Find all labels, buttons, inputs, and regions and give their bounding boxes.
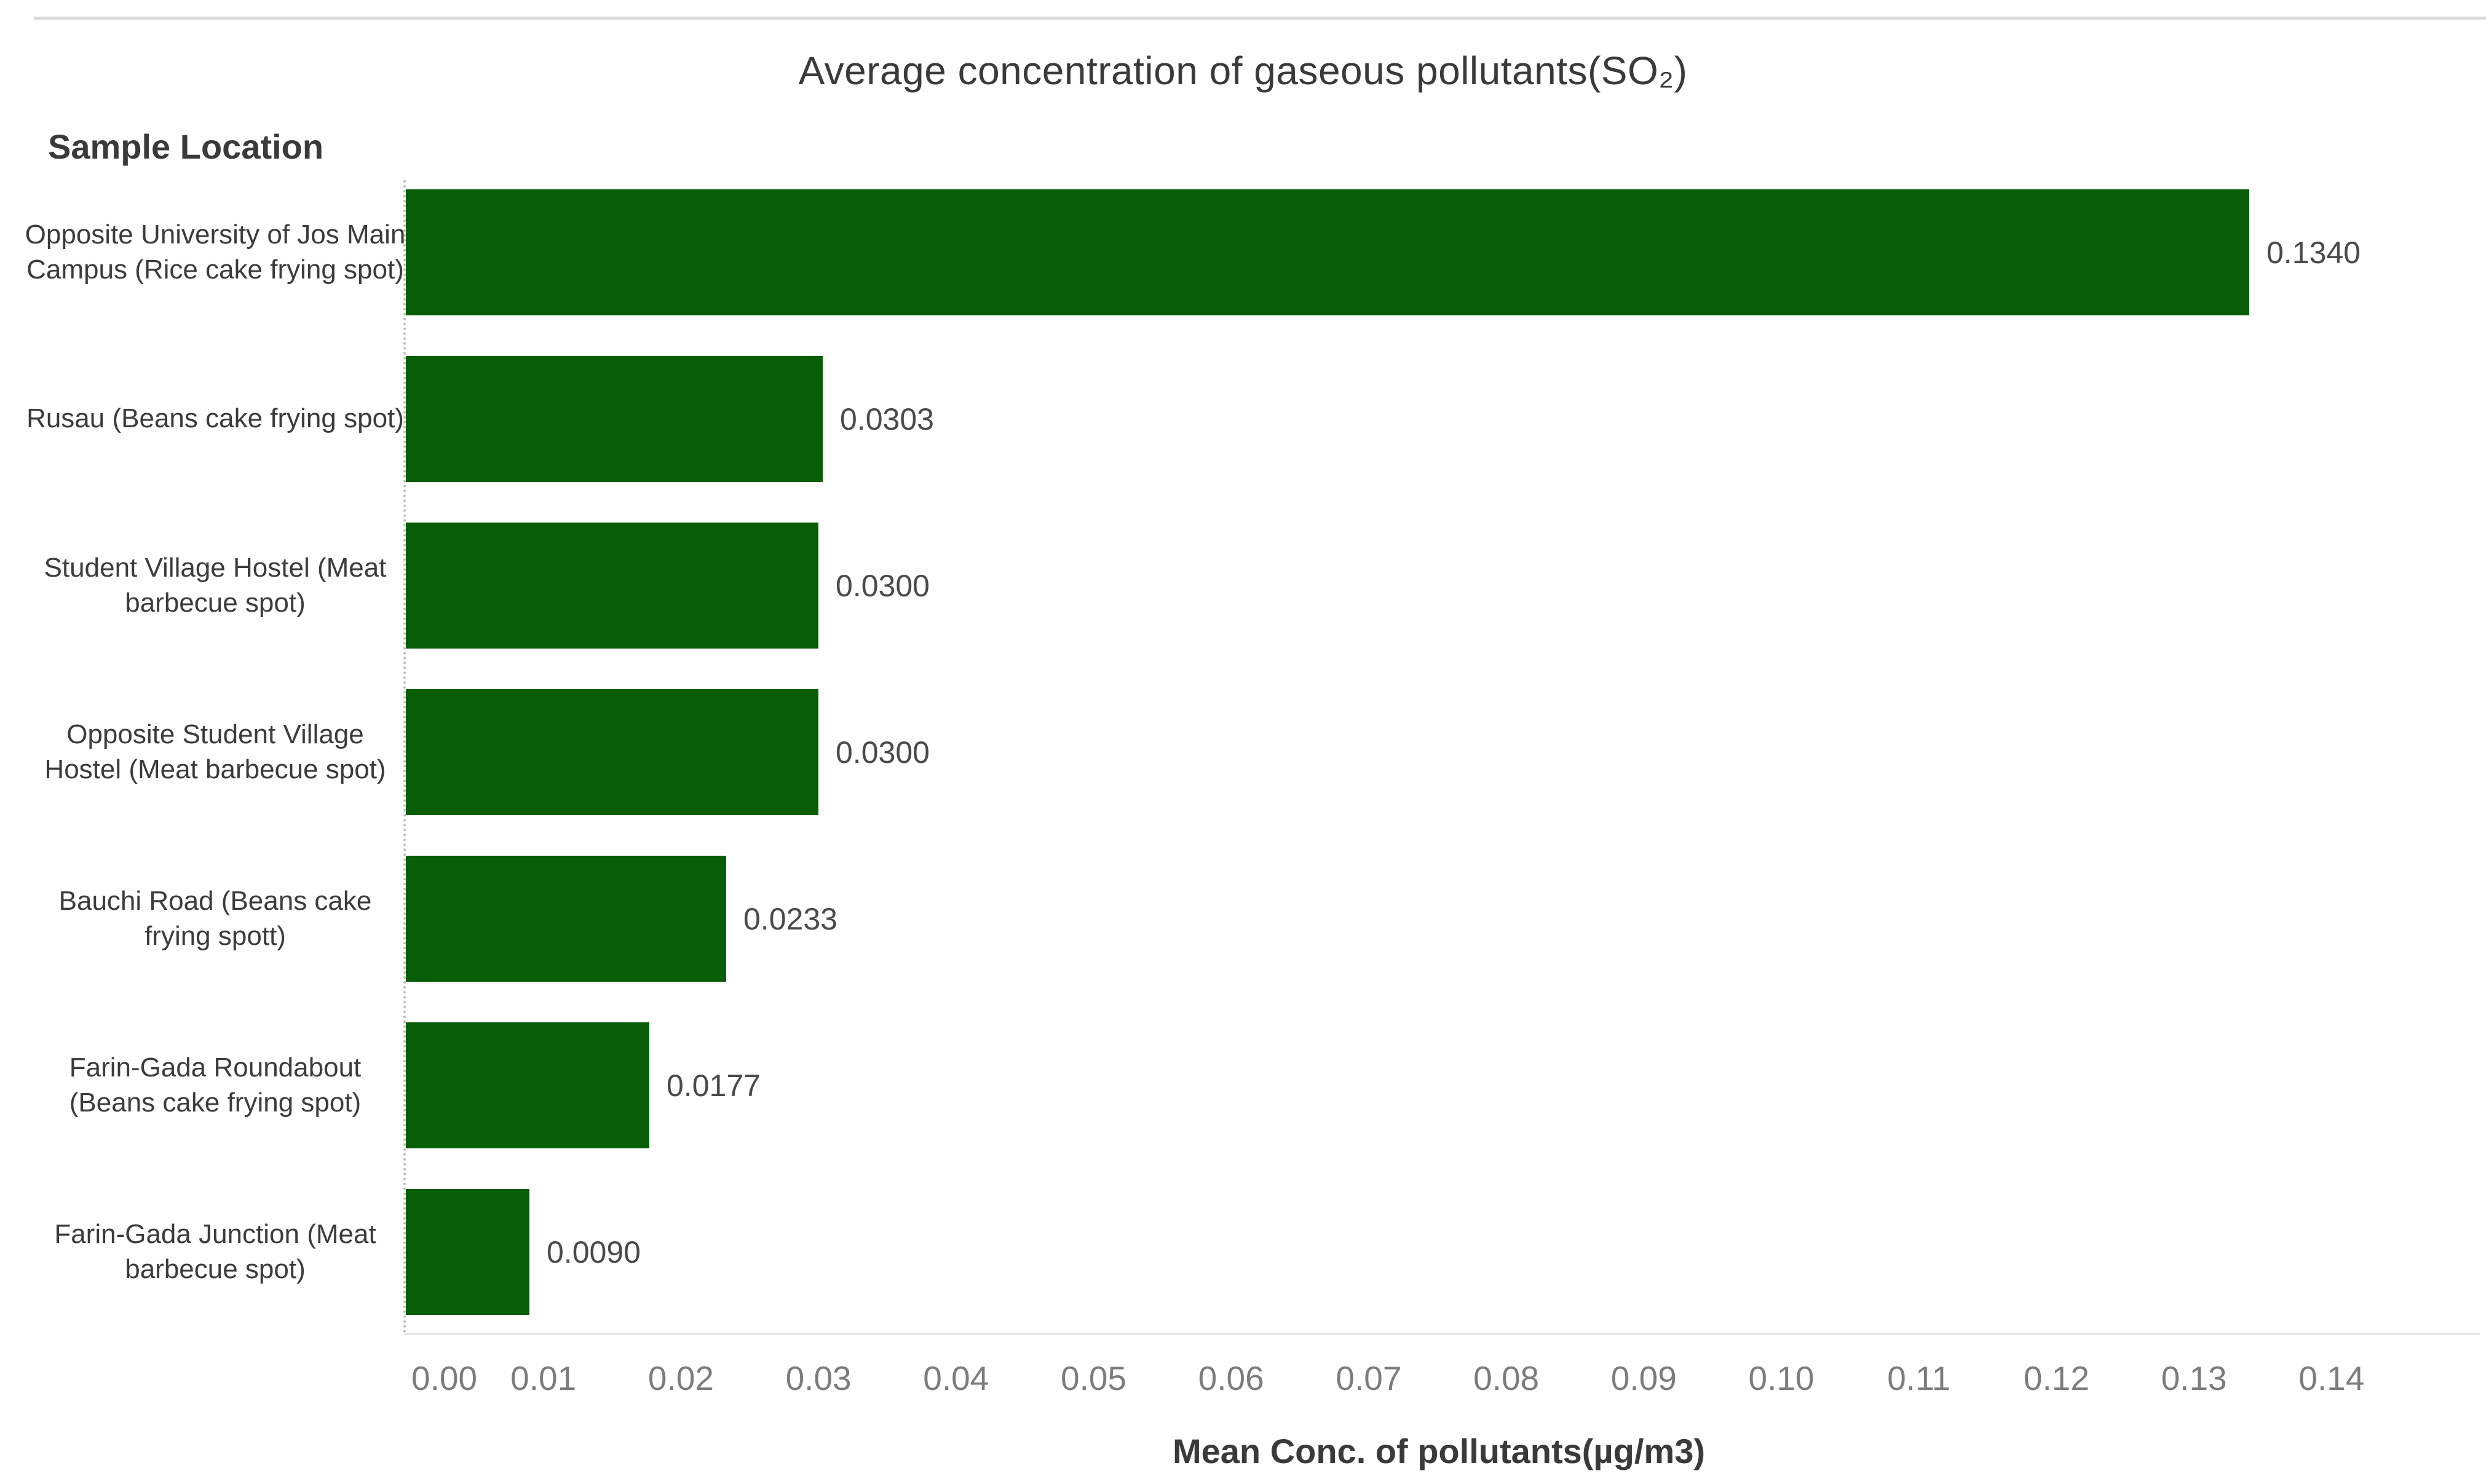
- category-label: Bauchi Road (Beans cake frying spott): [58, 886, 372, 951]
- x-tick-label: 0.01: [510, 1359, 577, 1397]
- x-tick-label: 0.10: [1748, 1359, 1815, 1397]
- x-axis-line: [405, 1333, 2480, 1335]
- bar-value-label: 0.1340: [2266, 235, 2361, 270]
- x-tick-label: 0.06: [1198, 1359, 1264, 1397]
- bar-value-label: 0.0303: [840, 401, 934, 436]
- category-label: Student Village Hostel (Meat barbecue sp…: [44, 553, 387, 618]
- bar[interactable]: [406, 523, 818, 649]
- bar-value-label: 0.0233: [743, 901, 837, 936]
- bar[interactable]: [406, 356, 823, 482]
- x-tick-label: 0.04: [923, 1359, 989, 1397]
- bar[interactable]: [406, 689, 818, 815]
- x-tick-label: 0.05: [1060, 1359, 1127, 1397]
- top-divider-line: [34, 17, 2486, 20]
- x-axis-title: Mean Conc. of pollutants(µg/m3): [1172, 1432, 1706, 1470]
- x-tick-label: 0.07: [1336, 1359, 1402, 1397]
- bar[interactable]: [406, 856, 726, 982]
- category-label: Opposite Student Village Hostel (Meat ba…: [44, 719, 386, 784]
- x-tick-label: 0.14: [2298, 1359, 2365, 1397]
- chart-title: Average concentration of gaseous polluta…: [798, 49, 1688, 93]
- x-tick-label: 0.12: [2023, 1359, 2089, 1397]
- x-tick-label: 0.03: [785, 1359, 852, 1397]
- category-label: Farin-Gada Junction (Meat barbecue spot): [54, 1219, 376, 1284]
- bar-value-label: 0.0090: [547, 1234, 641, 1269]
- category-label: Rusau (Beans cake frying spot): [26, 403, 404, 434]
- bar-value-label: 0.0177: [667, 1068, 761, 1103]
- x-tick-label: 0.13: [2161, 1359, 2227, 1397]
- bar[interactable]: [406, 1022, 649, 1148]
- y-axis-line: [403, 180, 406, 1334]
- y-axis-title: Sample Location: [48, 127, 324, 166]
- x-tick-label: 0.00: [411, 1359, 478, 1397]
- x-tick-label: 0.09: [1610, 1359, 1677, 1397]
- bar-value-label: 0.0300: [836, 568, 930, 603]
- x-tick-label: 0.02: [647, 1359, 714, 1397]
- x-tick-label: 0.08: [1473, 1359, 1540, 1397]
- category-label: Opposite University of Jos Main Campus (…: [25, 219, 406, 285]
- bar-value-label: 0.0300: [836, 735, 930, 770]
- bar[interactable]: [406, 1189, 529, 1315]
- category-label: Farin-Gada Roundabout (Beans cake frying…: [69, 1052, 362, 1118]
- bar[interactable]: [406, 189, 2249, 315]
- x-tick-label: 0.11: [1887, 1359, 1951, 1397]
